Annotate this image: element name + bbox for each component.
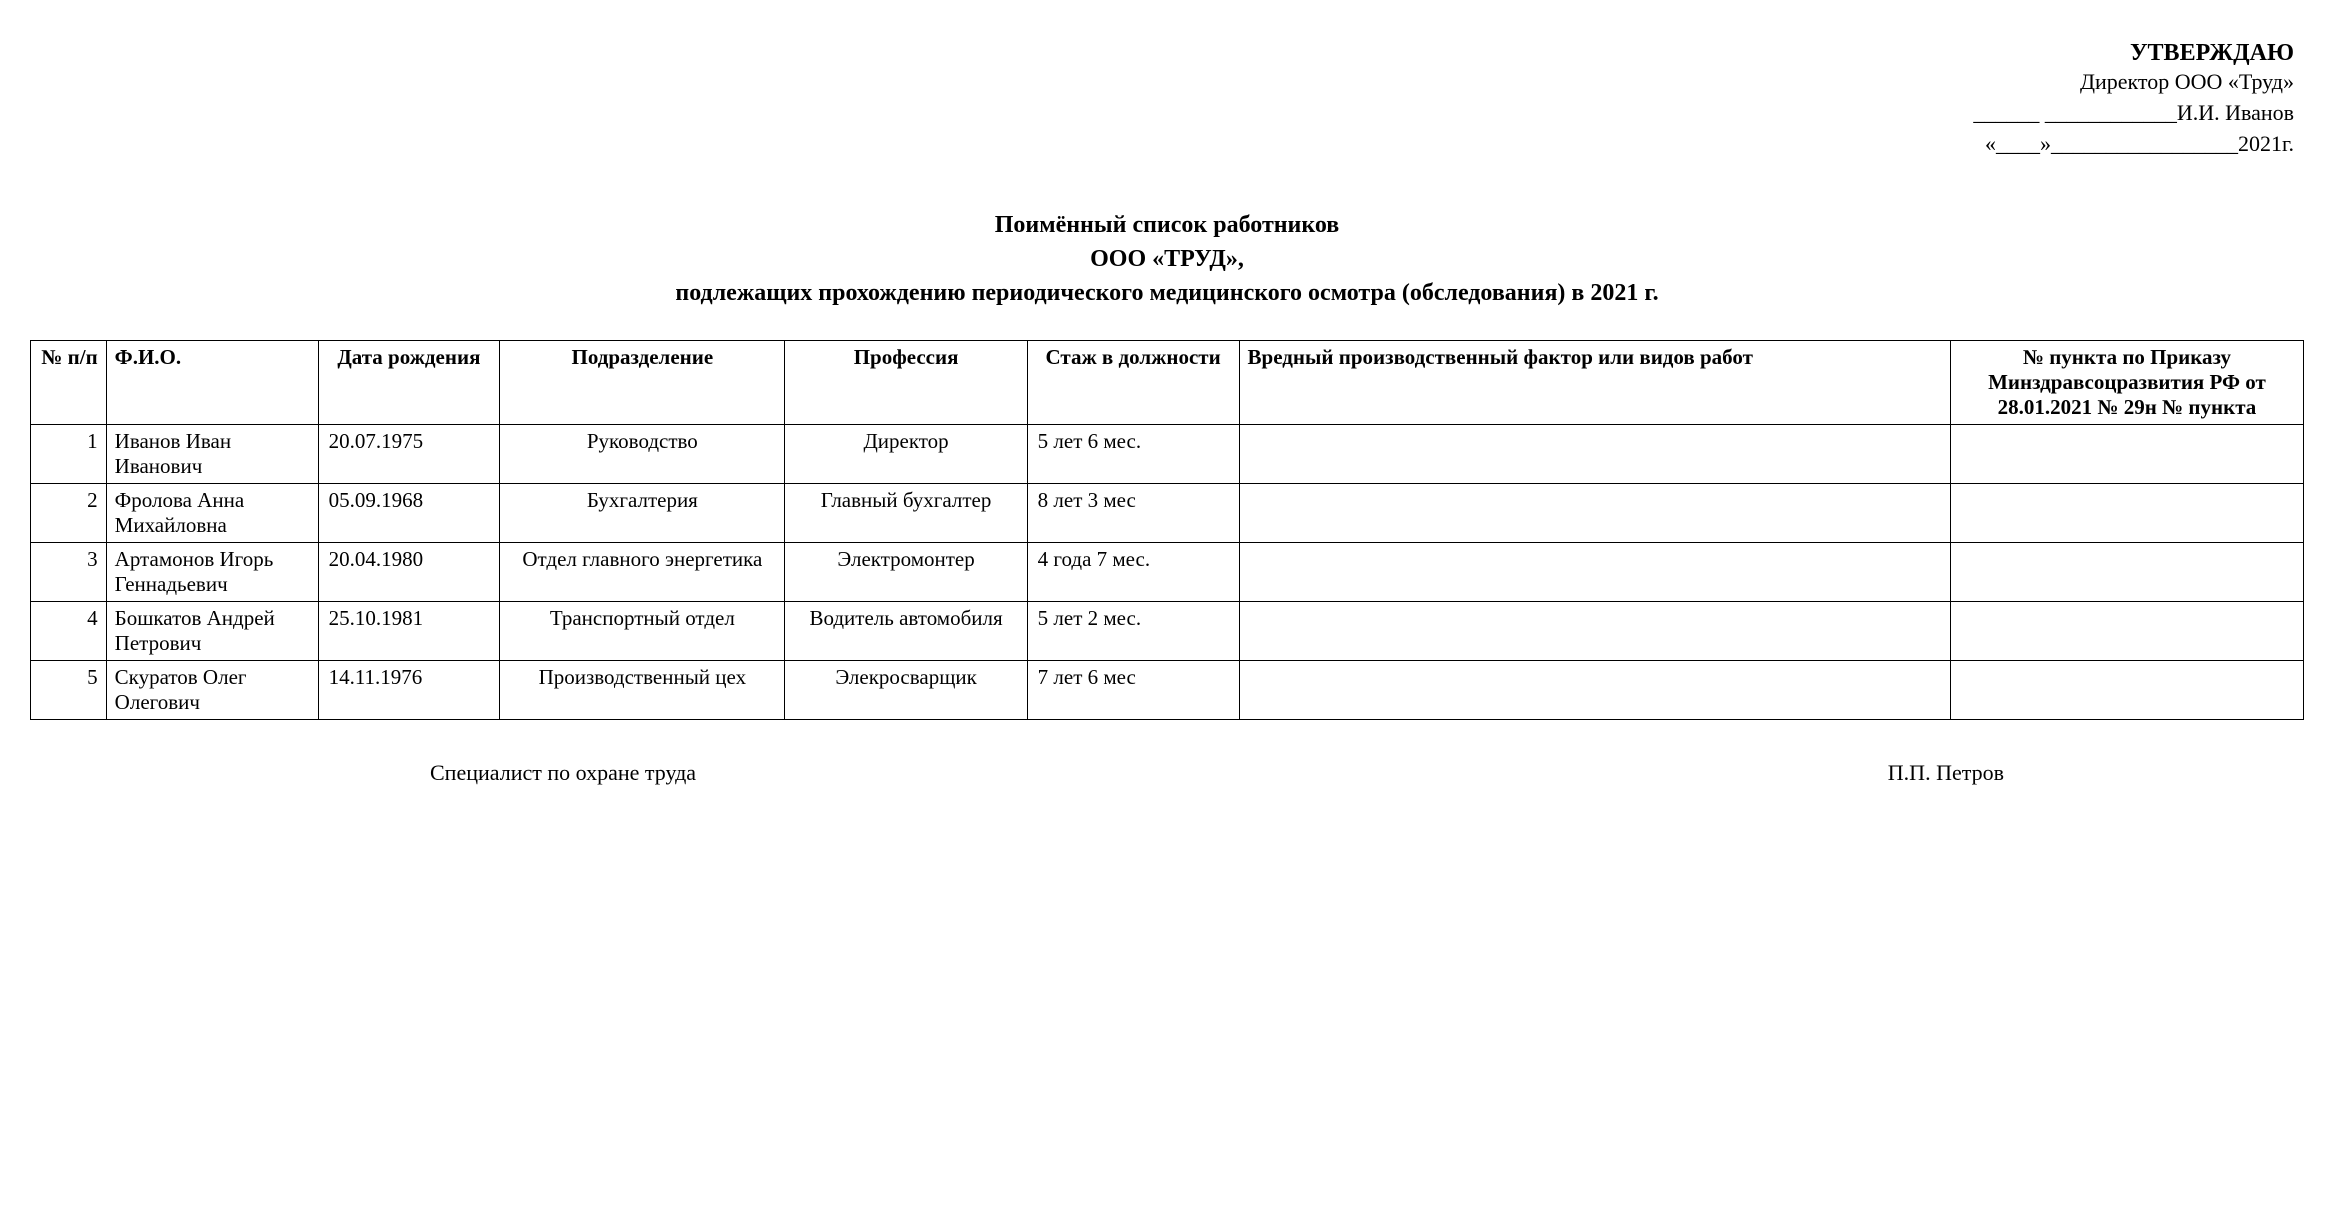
cell-dept: Руководство (500, 425, 785, 484)
cell-fio: Фролова Анна Михайловна (106, 484, 318, 543)
cell-dob: 20.04.1980 (318, 543, 500, 602)
approval-signature-line: ______ ____________И.И. Иванов (30, 98, 2294, 129)
cell-exp: 5 лет 6 мес. (1027, 425, 1239, 484)
cell-fio: Артамонов Игорь Геннадьевич (106, 543, 318, 602)
cell-order (1950, 543, 2303, 602)
header-dob: Дата рождения (318, 341, 500, 425)
cell-dept: Бухгалтерия (500, 484, 785, 543)
cell-dept: Производственный цех (500, 661, 785, 720)
cell-order (1950, 602, 2303, 661)
header-fio: Ф.И.О. (106, 341, 318, 425)
header-prof: Профессия (785, 341, 1027, 425)
employees-table: № п/п Ф.И.О. Дата рождения Подразделение… (30, 340, 2304, 720)
cell-prof: Элекросварщик (785, 661, 1027, 720)
cell-exp: 8 лет 3 мес (1027, 484, 1239, 543)
header-exp: Стаж в должности (1027, 341, 1239, 425)
cell-order (1950, 484, 2303, 543)
header-num: № п/п (31, 341, 107, 425)
cell-factor (1239, 661, 1950, 720)
cell-prof: Главный бухгалтер (785, 484, 1027, 543)
cell-fio: Иванов Иван Иванович (106, 425, 318, 484)
cell-factor (1239, 543, 1950, 602)
cell-prof: Водитель автомобиля (785, 602, 1027, 661)
cell-dept: Отдел главного энергетика (500, 543, 785, 602)
cell-prof: Электромонтер (785, 543, 1027, 602)
approval-block: УТВЕРЖДАЮ Директор ООО «Труд» ______ ___… (30, 40, 2304, 159)
table-row: 3 Артамонов Игорь Геннадьевич 20.04.1980… (31, 543, 2304, 602)
document-title: Поимённый список работников ООО «ТРУД», … (30, 209, 2304, 310)
cell-dept: Транспортный отдел (500, 602, 785, 661)
title-line-1: Поимённый список работников (30, 209, 2304, 243)
cell-exp: 7 лет 6 мес (1027, 661, 1239, 720)
title-line-2: ООО «ТРУД», (30, 243, 2304, 277)
header-factor: Вредный производственный фактор или видо… (1239, 341, 1950, 425)
cell-factor (1239, 602, 1950, 661)
cell-factor (1239, 425, 1950, 484)
table-row: 4 Бошкатов Андрей Петрович 25.10.1981 Тр… (31, 602, 2304, 661)
cell-num: 5 (31, 661, 107, 720)
cell-order (1950, 425, 2303, 484)
table-row: 2 Фролова Анна Михайловна 05.09.1968 Бух… (31, 484, 2304, 543)
cell-fio: Бошкатов Андрей Петрович (106, 602, 318, 661)
cell-num: 4 (31, 602, 107, 661)
table-row: 5 Скуратов Олег Олегович 14.11.1976 Прои… (31, 661, 2304, 720)
table-body: 1 Иванов Иван Иванович 20.07.1975 Руково… (31, 425, 2304, 720)
header-dept: Подразделение (500, 341, 785, 425)
cell-num: 2 (31, 484, 107, 543)
cell-exp: 4 года 7 мес. (1027, 543, 1239, 602)
footer-role: Специалист по охране труда (430, 760, 696, 786)
table-header-row: № п/п Ф.И.О. Дата рождения Подразделение… (31, 341, 2304, 425)
footer: Специалист по охране труда П.П. Петров (30, 760, 2304, 786)
table-row: 1 Иванов Иван Иванович 20.07.1975 Руково… (31, 425, 2304, 484)
cell-dob: 25.10.1981 (318, 602, 500, 661)
cell-dob: 14.11.1976 (318, 661, 500, 720)
cell-prof: Директор (785, 425, 1027, 484)
footer-name: П.П. Петров (1888, 760, 2004, 786)
title-line-3: подлежащих прохождению периодического ме… (30, 277, 2304, 311)
cell-num: 1 (31, 425, 107, 484)
approval-title: УТВЕРЖДАЮ (30, 40, 2294, 67)
cell-factor (1239, 484, 1950, 543)
approval-position: Директор ООО «Труд» (30, 67, 2294, 98)
cell-order (1950, 661, 2303, 720)
header-order: № пункта по Приказу Минздравсоцразвития … (1950, 341, 2303, 425)
cell-dob: 05.09.1968 (318, 484, 500, 543)
approval-date-line: «____»_________________2021г. (30, 129, 2294, 160)
cell-num: 3 (31, 543, 107, 602)
cell-exp: 5 лет 2 мес. (1027, 602, 1239, 661)
cell-dob: 20.07.1975 (318, 425, 500, 484)
cell-fio: Скуратов Олег Олегович (106, 661, 318, 720)
